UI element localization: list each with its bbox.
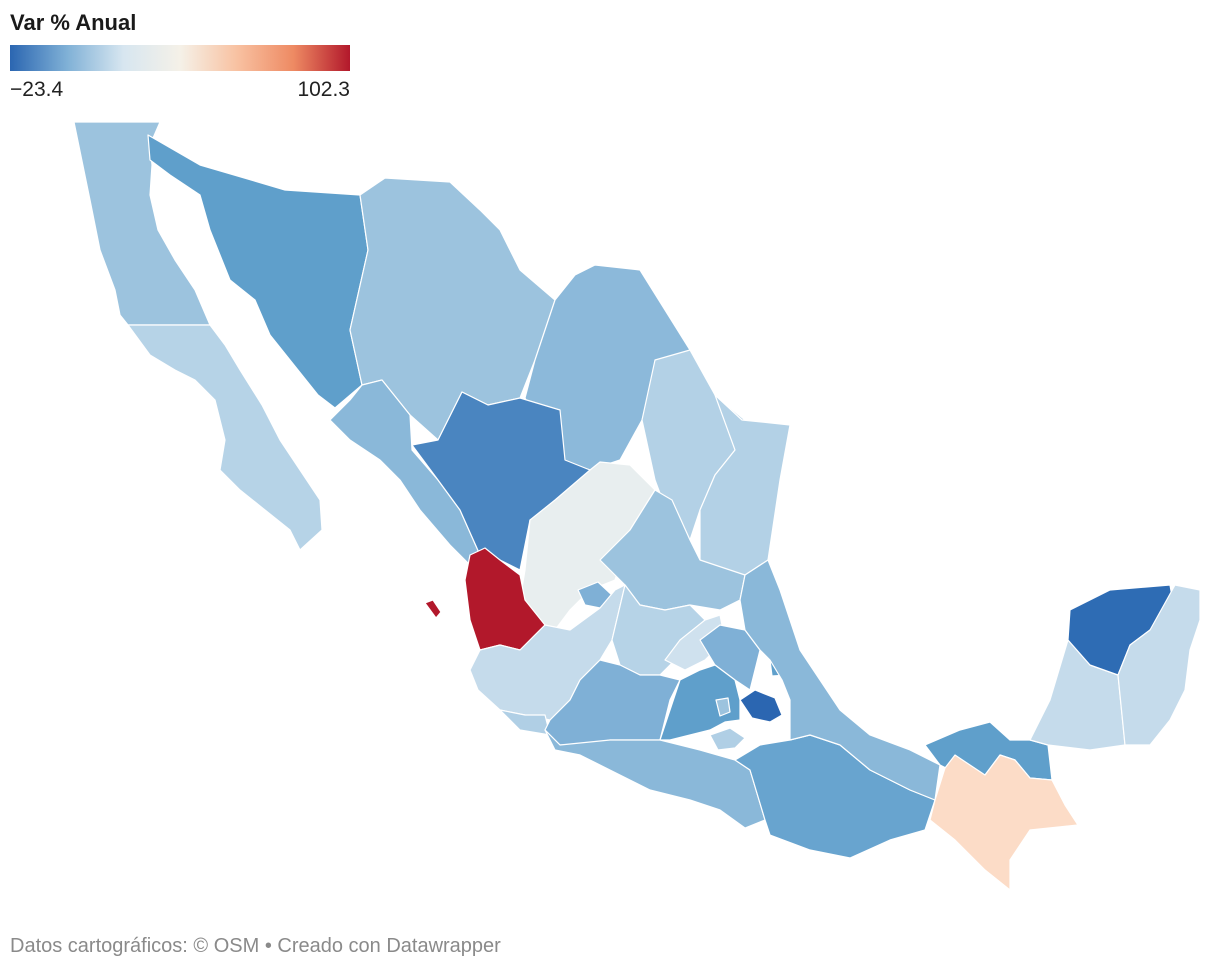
footer-credits: Datos cartográficos: © OSM • Creado con … xyxy=(10,935,501,957)
legend-title: Var % Anual xyxy=(10,10,137,35)
legend: Var % Anual −23.4 102.3 xyxy=(10,8,350,102)
region-morelos[interactable] xyxy=(709,727,746,751)
region-baja-california[interactable] xyxy=(73,121,211,326)
legend-max-label: 102.3 xyxy=(297,78,350,101)
region-baja-california-sur[interactable] xyxy=(127,324,323,551)
region-sonora[interactable] xyxy=(147,134,369,409)
region-chiapas[interactable] xyxy=(929,754,1079,891)
region-puebla[interactable] xyxy=(739,689,783,723)
region-ciudad-de-mexico[interactable] xyxy=(715,697,731,717)
legend-min-label: −23.4 xyxy=(10,78,64,101)
region-veracruz[interactable] xyxy=(739,559,941,801)
region-guerrero[interactable] xyxy=(544,729,766,829)
legend-color-scale xyxy=(10,45,350,71)
region-quintana-roo[interactable] xyxy=(1117,584,1201,746)
mexico-choropleth-map xyxy=(73,121,1201,891)
